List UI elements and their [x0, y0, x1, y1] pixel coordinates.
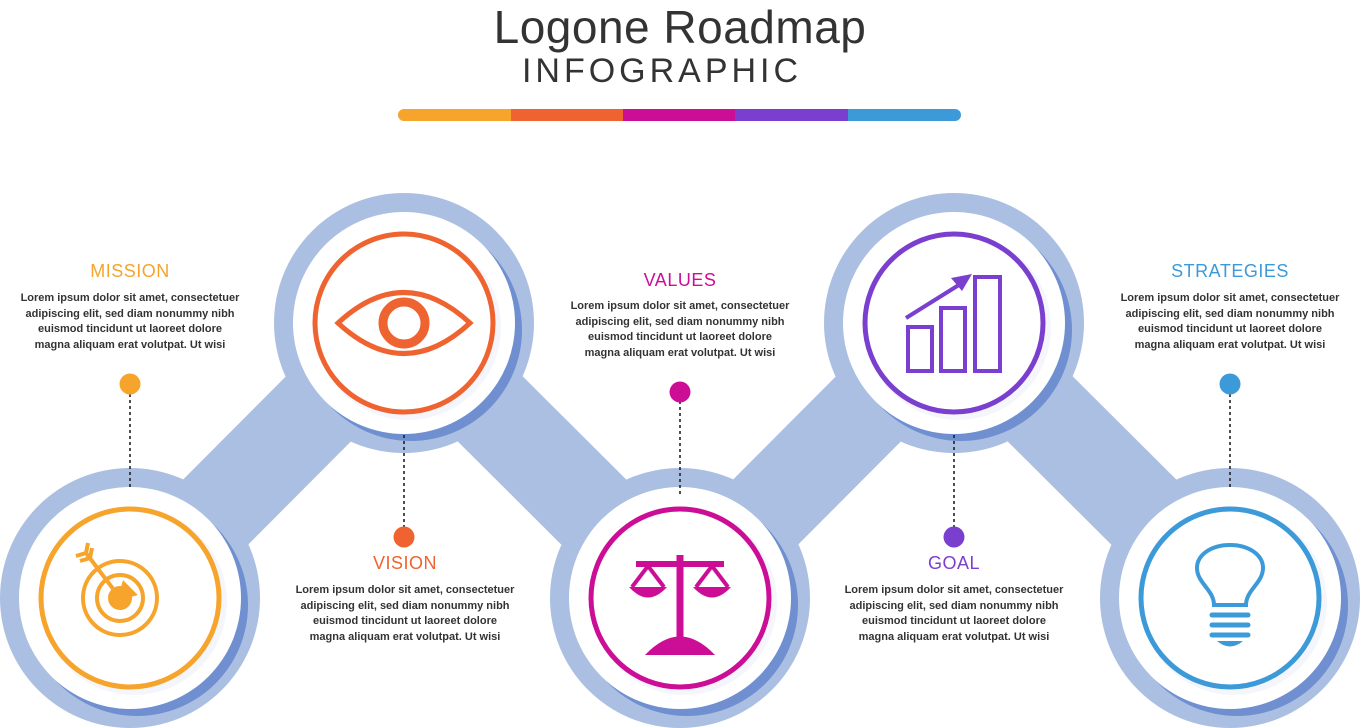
color-bar-segment-3 [623, 109, 736, 121]
step-ring-2 [312, 231, 496, 415]
color-bar-segment-5 [848, 109, 961, 121]
step-ring-5 [1138, 506, 1322, 690]
growth-chart-icon [904, 274, 1002, 373]
step-text-goal: Lorem ipsum dolor sit amet, consectetuer… [844, 584, 1064, 643]
step-text-values: Lorem ipsum dolor sit amet, consectetuer… [570, 300, 790, 359]
step-label-values: VALUES [643, 270, 717, 290]
step-label-vision: VISION [372, 553, 437, 573]
scales-icon [629, 555, 731, 655]
step-icons [75, 274, 1266, 655]
step-label-goal: GOAL [927, 553, 981, 573]
color-bar-segment-2 [511, 109, 624, 121]
lightbulb-icon [1194, 542, 1266, 647]
dotted-connectors [119, 373, 1241, 548]
step-text-strategies: Lorem ipsum dolor sit amet, consectetuer… [1120, 292, 1340, 351]
step-dot-1 [119, 373, 141, 395]
target-icon [75, 542, 159, 637]
step-dot-2 [393, 526, 415, 548]
step-text-vision: Lorem ipsum dolor sit amet, consectetuer… [295, 584, 515, 643]
step-ring-4 [862, 231, 1046, 415]
eye-icon [334, 290, 474, 356]
page-title: Logone Roadmap [493, 1, 867, 53]
page-subtitle: INFOGRAPHIC [521, 52, 803, 90]
step-dot-4 [943, 526, 965, 548]
step-label-mission: MISSION [90, 261, 170, 281]
step-dot-3 [669, 381, 691, 403]
color-bar-segment-4 [735, 109, 849, 121]
step-label-strategies: STRATEGIES [1171, 261, 1289, 281]
step-text-mission: Lorem ipsum dolor sit amet, consectetuer… [20, 292, 240, 351]
step-dot-5 [1219, 373, 1241, 395]
color-bar-segment-1 [398, 109, 512, 121]
